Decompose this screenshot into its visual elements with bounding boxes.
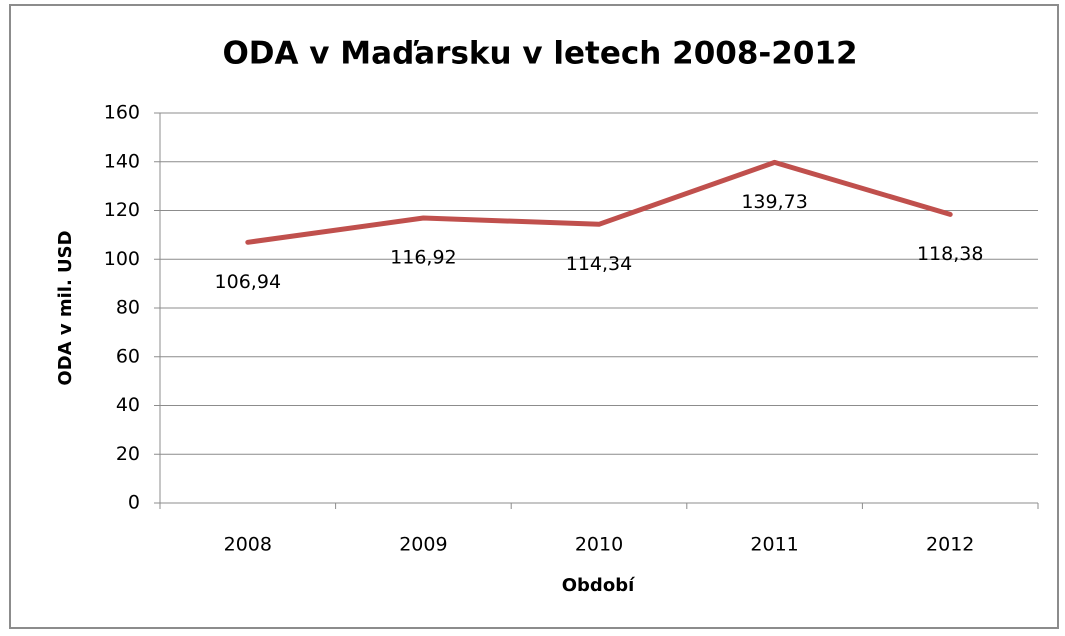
y-tick-label: 0 bbox=[128, 492, 140, 514]
y-tick-label: 20 bbox=[116, 443, 140, 465]
x-tick-label: 2012 bbox=[926, 534, 974, 556]
data-label: 114,34 bbox=[566, 253, 632, 275]
x-tick-label: 2008 bbox=[224, 534, 272, 556]
x-tick-label: 2011 bbox=[750, 534, 798, 556]
y-tick-label: 60 bbox=[116, 345, 140, 367]
x-axis-title: Období bbox=[562, 575, 635, 596]
data-label: 106,94 bbox=[215, 271, 281, 293]
y-tick-label: 140 bbox=[104, 150, 140, 172]
data-label: 116,92 bbox=[390, 247, 456, 269]
data-line bbox=[245, 159, 953, 245]
chart-title: ODA v Maďarsku v letech 2008-2012 bbox=[222, 36, 857, 72]
y-tick-label: 160 bbox=[104, 102, 140, 124]
data-label: 118,38 bbox=[917, 243, 983, 265]
y-axis-title: ODA v mil. USD bbox=[55, 230, 76, 385]
data-label: 139,73 bbox=[741, 191, 807, 213]
y-tick-label: 80 bbox=[116, 297, 140, 319]
y-tick-label: 40 bbox=[116, 394, 140, 416]
y-tick-label: 120 bbox=[104, 199, 140, 221]
y-tick-label: 100 bbox=[104, 248, 140, 270]
x-tick-label: 2010 bbox=[575, 534, 623, 556]
chart-border bbox=[9, 4, 1059, 629]
x-tick-label: 2009 bbox=[399, 534, 447, 556]
